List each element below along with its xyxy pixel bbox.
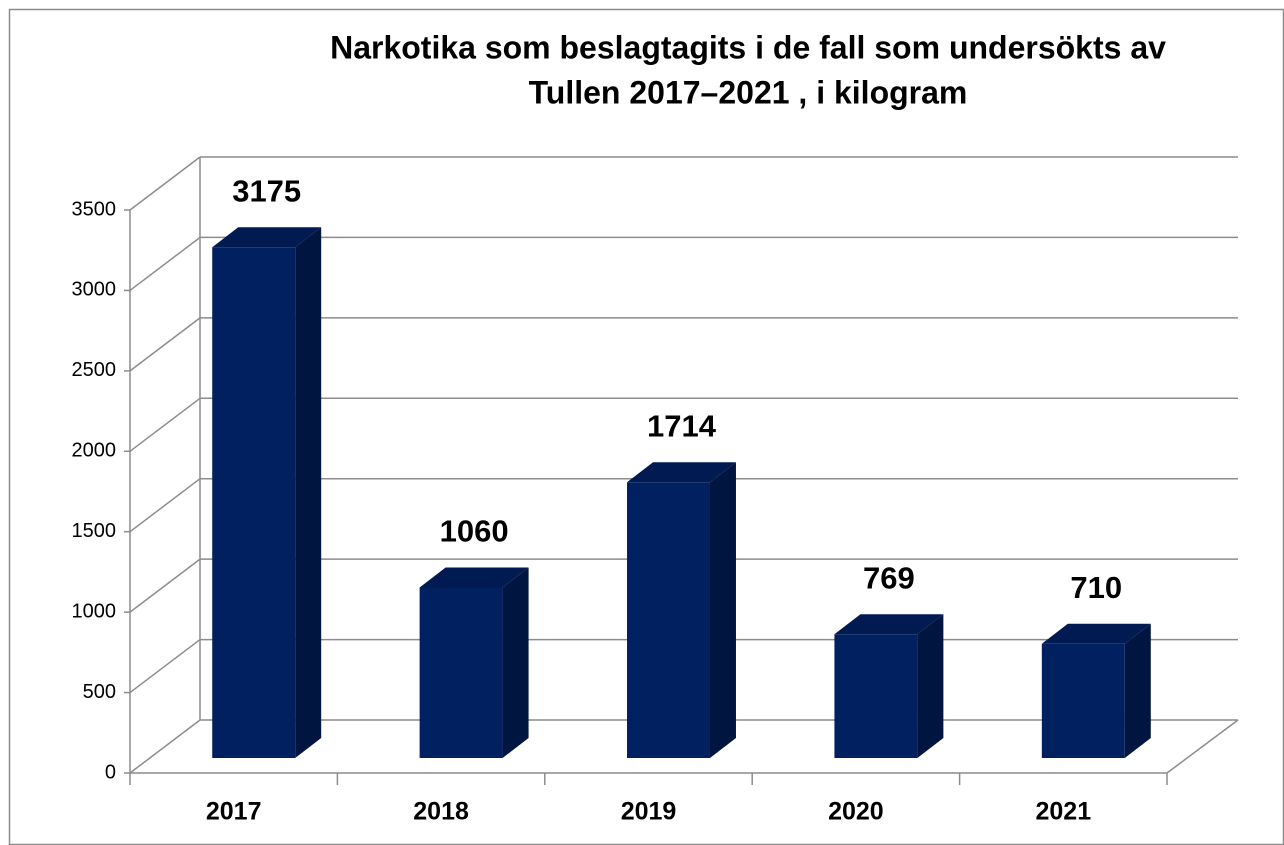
grid-line [129, 317, 201, 372]
y-tick-label: 3500 [72, 198, 117, 220]
bar [419, 567, 529, 758]
bar-face [212, 227, 322, 248]
bar [212, 227, 322, 758]
grid-line [129, 236, 201, 292]
x-tick-label: 2018 [413, 798, 469, 826]
y-tick-label: 2500 [72, 359, 117, 381]
bar-face [834, 614, 944, 635]
bar-face [502, 567, 529, 758]
data-label: 3175 [232, 173, 301, 208]
chart-title: Tullen 2017–2021 , i kilogram [529, 74, 968, 110]
bar-face [627, 482, 710, 758]
bar [1041, 623, 1151, 758]
bar-face [419, 567, 529, 588]
x-tick-label: 2020 [828, 798, 884, 826]
bar-face [1041, 623, 1151, 644]
grid-line [129, 558, 201, 613]
y-tick-label: 1500 [72, 520, 117, 542]
data-label: 1714 [647, 408, 717, 443]
grid-line [129, 156, 201, 211]
x-tick-label: 2019 [621, 798, 677, 826]
grid-line [129, 478, 201, 533]
y-tick-label: 500 [83, 681, 116, 703]
y-tick-label: 3000 [72, 279, 117, 301]
bar-face [295, 227, 322, 758]
bar-face [917, 614, 944, 758]
x-tick-label: 2017 [206, 798, 262, 826]
bar-face [212, 247, 296, 758]
y-tick-label: 0 [105, 761, 116, 783]
grid-line [129, 397, 201, 452]
bar [834, 614, 944, 758]
bar-face [627, 462, 736, 483]
data-label: 1060 [440, 514, 509, 549]
chart-title: Narkotika som beslagtagits i de fall som… [330, 29, 1166, 65]
bar-face [1124, 623, 1151, 758]
grid-line [129, 638, 201, 694]
floor-edge [1166, 719, 1239, 774]
bar [627, 462, 736, 758]
y-tick-label: 2000 [72, 440, 117, 462]
y-tick-label: 1000 [72, 600, 117, 622]
bar-face [834, 634, 918, 758]
bar-face [419, 587, 503, 758]
x-tick-label: 2021 [1035, 798, 1091, 826]
bar-face [709, 462, 736, 758]
data-label: 710 [1070, 570, 1122, 605]
grid-line [129, 719, 201, 774]
data-label: 769 [863, 560, 915, 595]
bar-face [1041, 643, 1125, 758]
